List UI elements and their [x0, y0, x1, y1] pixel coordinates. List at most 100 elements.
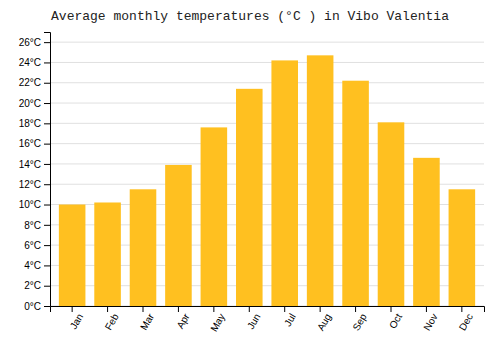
tick-mark	[44, 245, 50, 246]
tick-mark	[143, 306, 144, 312]
tick: 8°C	[24, 220, 50, 231]
bars	[59, 55, 475, 306]
grid	[50, 42, 484, 306]
tick-mark	[320, 306, 321, 312]
tick-mark	[44, 42, 50, 43]
tick: Apr	[174, 306, 192, 331]
tick-label: 10°C	[19, 199, 41, 210]
tick-mark	[44, 83, 50, 84]
tick: Nov	[421, 306, 439, 333]
chart: 0°C 2°C 4°C 6°C 8°C 10°C 12°C 14°C 16°C 18°C 20°C 2…	[0, 0, 500, 350]
tick: 24°C	[19, 57, 50, 68]
tick-label: 16°C	[19, 138, 41, 149]
tick: 20°C	[19, 98, 50, 109]
tick-mark	[107, 306, 108, 312]
tick-mark	[284, 306, 285, 312]
tick: 0°C	[24, 301, 50, 312]
tick-label: 12°C	[19, 179, 41, 190]
grid-line	[50, 123, 484, 124]
tick-label: Sep	[350, 311, 369, 332]
tick: Jun	[245, 306, 263, 331]
bar	[94, 202, 121, 306]
grid-line	[50, 82, 484, 83]
bar	[378, 122, 405, 306]
tick: Oct	[387, 306, 404, 331]
tick: Jul	[282, 306, 298, 328]
tick-label: Mar	[138, 311, 156, 332]
tick: 18°C	[19, 118, 50, 129]
plot: 0°C 2°C 4°C 6°C 8°C 10°C 12°C 14°C 16°C 18°C 20°C 2…	[19, 33, 485, 334]
tick: 14°C	[19, 159, 50, 170]
tick-mark	[178, 306, 179, 312]
bar	[307, 55, 334, 306]
axis-domain	[51, 307, 485, 313]
tick-label: 18°C	[19, 118, 41, 129]
tick-mark	[249, 306, 250, 312]
tick-label: 0°C	[24, 301, 41, 312]
tick-label: Jun	[245, 312, 263, 331]
tick: Mar	[138, 306, 156, 332]
tick-label: Dec	[457, 312, 475, 333]
tick-mark	[72, 306, 73, 312]
tick-label: Apr	[174, 311, 192, 331]
tick-label: Nov	[421, 312, 439, 333]
bar	[342, 81, 369, 306]
tick-label: 6°C	[24, 240, 41, 251]
tick-mark	[391, 306, 392, 312]
bar	[449, 189, 476, 306]
grid-line	[50, 42, 484, 43]
tick: 22°C	[19, 77, 50, 88]
tick: 4°C	[24, 260, 50, 271]
tick: 10°C	[19, 199, 50, 210]
grid-line	[50, 143, 484, 144]
tick-label: 4°C	[24, 260, 41, 271]
tick-mark	[44, 62, 50, 63]
tick-mark	[44, 164, 50, 165]
tick: Aug	[315, 306, 333, 333]
tick-mark	[44, 123, 50, 124]
tick-label: 20°C	[19, 98, 41, 109]
tick-label: Oct	[387, 311, 404, 330]
tick-label: May	[208, 312, 227, 334]
tick-mark	[44, 265, 50, 266]
tick: Dec	[457, 306, 475, 333]
bar	[413, 158, 440, 306]
tick-mark	[355, 306, 356, 312]
tick: Sep	[350, 306, 369, 333]
tick-label: Jan	[68, 312, 86, 331]
tick-mark	[461, 306, 462, 312]
tick: 2°C	[24, 280, 50, 291]
tick: May	[208, 306, 227, 333]
tick: Jan	[68, 306, 86, 331]
grid-line	[50, 62, 484, 63]
tick-label: Aug	[315, 312, 333, 333]
tick-label: Feb	[103, 311, 121, 332]
bar	[130, 189, 157, 306]
tick-label: Jul	[282, 312, 298, 329]
tick-label: 14°C	[19, 159, 41, 170]
tick-mark	[213, 306, 214, 312]
tick-mark	[426, 306, 427, 312]
bar	[59, 205, 86, 306]
x-axis: Jan Feb Mar Apr May Jun Jul Aug Sep Oct Nov Dec	[51, 306, 485, 333]
tick: Feb	[103, 306, 121, 332]
tick-label: 26°C	[19, 37, 41, 48]
tick-mark	[44, 205, 50, 206]
tick-label: 24°C	[19, 57, 41, 68]
tick: 26°C	[19, 37, 50, 48]
tick-mark	[44, 306, 50, 307]
tick-label: 22°C	[19, 77, 41, 88]
tick-label: 8°C	[24, 220, 41, 231]
tick: 6°C	[24, 240, 50, 251]
tick-label: 2°C	[24, 280, 41, 291]
bar	[201, 127, 228, 306]
tick-mark	[44, 103, 50, 104]
tick: 12°C	[19, 179, 50, 190]
bar	[271, 60, 298, 306]
grid-line	[50, 103, 484, 104]
tick-mark	[44, 286, 50, 287]
tick-mark	[44, 144, 50, 145]
y-axis: 0°C 2°C 4°C 6°C 8°C 10°C 12°C 14°C 16°C 18°C 20°C 2…	[19, 33, 51, 312]
tick: 16°C	[19, 138, 50, 149]
axis-domain	[44, 33, 51, 307]
